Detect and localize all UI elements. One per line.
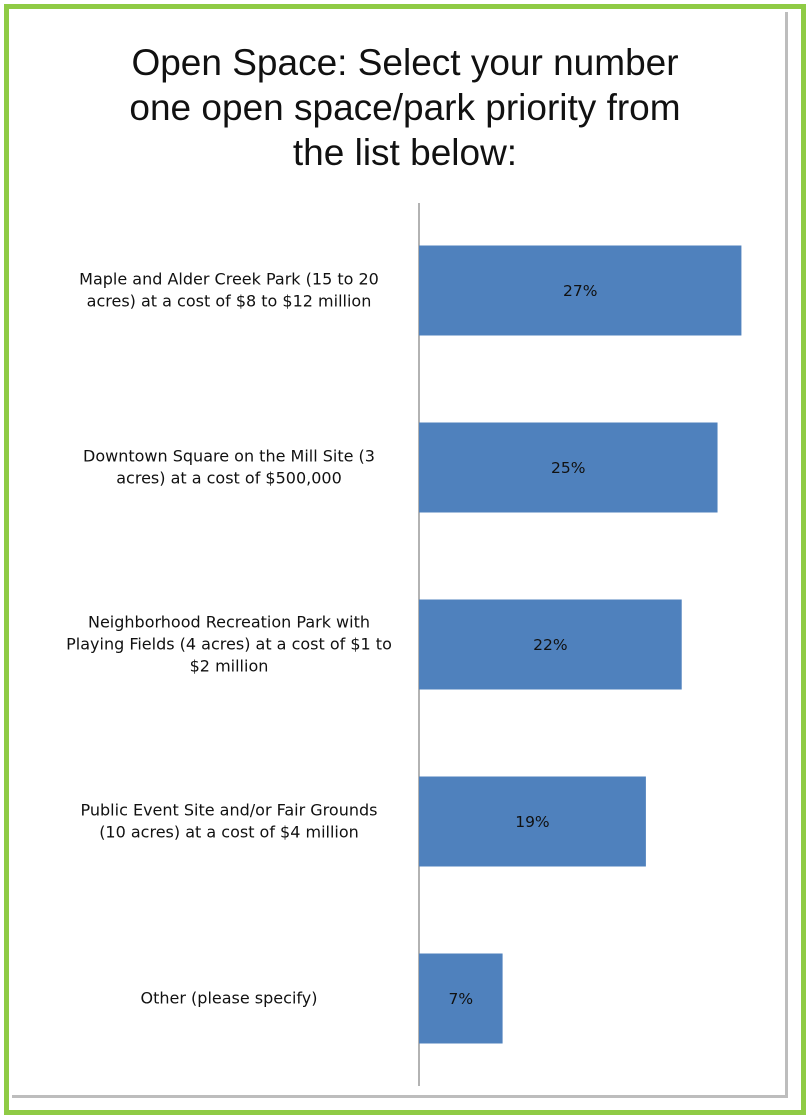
data-label-2: 25%	[551, 459, 585, 477]
data-label-5: 7%	[448, 990, 473, 1008]
bar-1	[419, 245, 742, 336]
category-label-2: Downtown Square on the Mill Site (3 acres…	[83, 446, 375, 487]
bar-3	[419, 599, 682, 690]
bar-5	[419, 953, 503, 1044]
category-label-5: Other (please specify)	[141, 988, 318, 1007]
category-label-3: Neighborhood Recreation Park with Playing…	[66, 612, 392, 675]
data-label-3: 22%	[533, 636, 567, 654]
chart-title: Open Space: Select your number one open …	[129, 42, 681, 173]
category-label-1: Maple and Alder Creek Park (15 to 20 acre…	[79, 269, 379, 310]
chart-frame	[4, 4, 806, 1115]
bars-group: 27% 25% 22% 19% 7%	[419, 245, 742, 1044]
category-labels-group: Maple and Alder Creek Park (15 to 20 acre…	[66, 269, 392, 1007]
bar-2	[419, 422, 718, 513]
category-label-4: Public Event Site and/or Fair Grounds (10…	[81, 800, 378, 841]
data-label-4: 19%	[515, 813, 549, 831]
bar-4	[419, 776, 646, 867]
data-label-1: 27%	[563, 282, 597, 300]
frame-shadow	[12, 12, 788, 1098]
